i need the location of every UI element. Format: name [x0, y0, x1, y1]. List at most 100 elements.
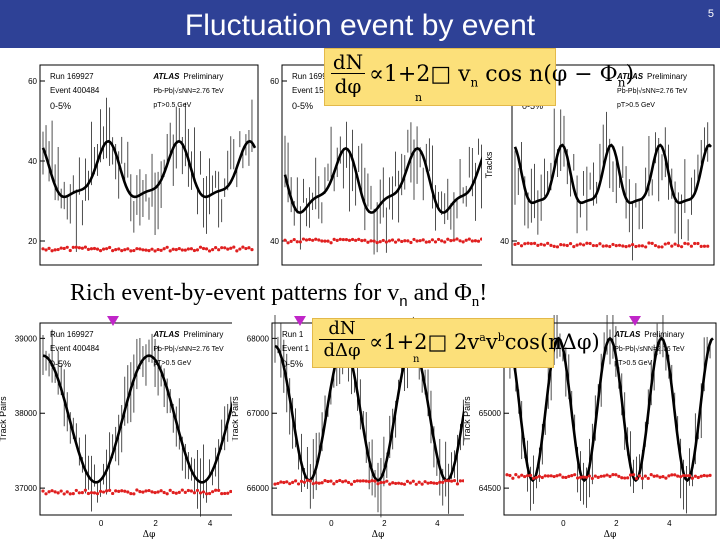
reference-point: [684, 474, 689, 478]
reference-point: [129, 491, 133, 496]
reference-point: [285, 480, 289, 484]
reference-point: [640, 244, 644, 248]
formula-top-rhs: ∝1+2□ v: [369, 62, 471, 87]
reference-point: [344, 479, 348, 483]
cut-label: pT>0.5 GeV: [617, 102, 655, 109]
reference-point: [59, 489, 63, 493]
reference-point: [536, 243, 540, 247]
reference-point: [201, 490, 206, 494]
top-panel-3: 6040Tracks69927539380-5%ATLASPreliminary…: [482, 60, 718, 270]
reference-point: [626, 476, 630, 480]
reference-point: [417, 480, 421, 484]
reference-point: [159, 489, 163, 493]
reference-point: [291, 480, 295, 484]
reference-point: [555, 245, 560, 249]
reference-point: [384, 240, 388, 244]
reference-point: [529, 242, 533, 246]
reference-point: [195, 248, 200, 252]
reference-point: [650, 241, 654, 245]
reference-point: [147, 249, 151, 253]
reference-point: [138, 490, 142, 494]
reference-point: [308, 479, 312, 483]
reference-point: [314, 481, 318, 485]
reference-point: [438, 480, 442, 484]
caption-sub1: n: [399, 292, 408, 310]
reference-point: [247, 246, 251, 250]
reference-point: [596, 475, 600, 479]
reference-point: [141, 248, 145, 252]
reference-point: [449, 479, 454, 483]
x-tick-label: 2: [614, 519, 619, 528]
y-tick-label: 67000: [247, 409, 270, 418]
reference-point: [189, 489, 193, 493]
reference-point: [605, 473, 609, 477]
reference-point: [326, 479, 330, 484]
reference-point: [686, 242, 690, 246]
reference-point: [570, 474, 574, 478]
reference-point: [565, 243, 569, 248]
caption-part1: Rich event-by-event patterns for v: [70, 280, 400, 306]
x-tick-label: 0: [99, 519, 104, 528]
reference-point: [670, 244, 674, 248]
reference-point: [320, 481, 324, 485]
reference-point: [673, 242, 677, 246]
formula-bottom-num: dN: [319, 319, 365, 340]
centrality-label: 0-5%: [282, 359, 303, 369]
reference-point: [657, 245, 661, 249]
reference-point: [347, 238, 352, 242]
y-axis-label: Tracks: [484, 151, 494, 178]
reference-point: [611, 242, 615, 247]
reference-point: [50, 249, 54, 253]
y-tick-label: 60: [28, 77, 37, 86]
system-label: Pb-Pb|√sNN=2.76 TeV: [614, 345, 685, 353]
reference-point: [366, 240, 370, 244]
reference-point: [311, 238, 315, 242]
reference-point: [186, 488, 190, 493]
reference-point: [391, 481, 395, 485]
reference-point: [344, 237, 349, 242]
fit-curve: [283, 146, 502, 214]
marker-triangle: [294, 316, 306, 326]
reference-point: [141, 490, 145, 494]
marker-triangle: [107, 316, 119, 326]
reference-point: [373, 479, 377, 483]
formula-top-num: dN: [331, 50, 365, 74]
reference-point: [508, 473, 512, 478]
reference-point: [56, 491, 60, 495]
reference-point: [397, 481, 401, 485]
reference-point: [198, 491, 203, 495]
reference-point: [80, 491, 84, 495]
reference-point: [105, 489, 109, 493]
reference-point: [470, 239, 474, 243]
reference-point: [394, 481, 398, 486]
reference-point: [549, 474, 553, 478]
reference-point: [415, 239, 419, 243]
reference-point: [62, 246, 66, 251]
formula-top-cos: cos n(φ − Φ: [478, 62, 618, 87]
reference-point: [138, 247, 142, 251]
reference-point: [588, 241, 592, 246]
reference-point: [273, 482, 277, 486]
reference-point: [399, 482, 404, 486]
reference-point: [435, 481, 439, 486]
reference-point: [572, 245, 576, 249]
run-label: Run 169927: [50, 72, 94, 81]
reference-point: [433, 240, 438, 244]
reference-point: [546, 474, 550, 478]
caption-sub2: n: [471, 293, 480, 310]
reference-point: [195, 488, 200, 493]
reference-point: [531, 476, 536, 480]
reference-point: [634, 244, 638, 249]
reference-point: [77, 246, 81, 250]
reference-point: [147, 488, 151, 493]
reference-point: [693, 474, 697, 478]
system-label: Pb-Pb|√sNN=2.76 TeV: [153, 345, 224, 353]
y-tick-label: 65000: [479, 409, 502, 418]
bottom-panel-1: 39000 38000 37000 Track Pairs 0 2 4 Δφ Run 16992…: [0, 315, 262, 540]
reference-point: [338, 478, 342, 483]
reference-point: [623, 476, 627, 480]
reference-point: [279, 480, 283, 484]
x-tick-label: 0: [561, 519, 566, 528]
reference-point: [346, 480, 351, 485]
reference-point: [430, 238, 435, 242]
